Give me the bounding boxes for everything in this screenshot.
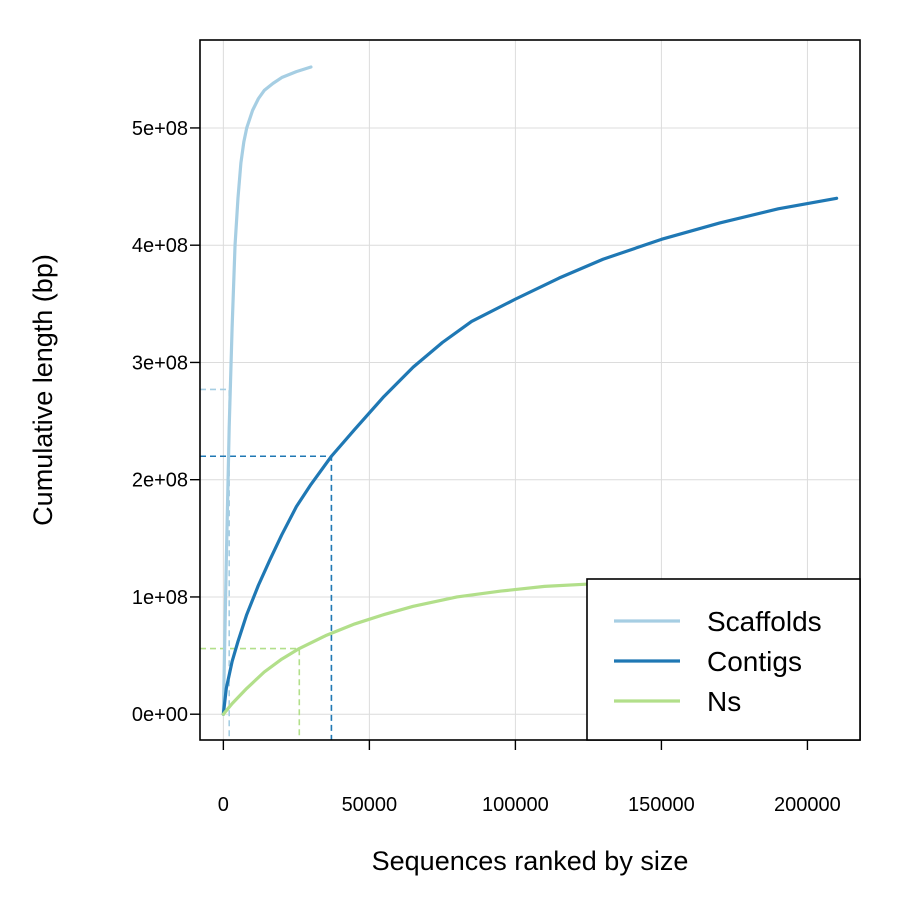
series-lines [221,65,839,716]
plot-frame [199,39,861,741]
x-tick-label-0: 0 [218,794,229,816]
legend-label-contigs: Contigs [707,646,802,677]
y-axis-title: Cumulative length (bp) [28,254,58,526]
scaffolds-n50-marker [200,388,231,740]
scaffolds-line [221,65,313,716]
grid [200,40,860,740]
x-tick-label-1: 50000 [342,794,398,816]
contigs-line [221,196,839,716]
ns-line [221,582,591,716]
y-tick-label-1: 1e+08 [132,587,188,609]
x-tick-label-4: 200000 [774,794,841,816]
y-tick-label-2: 2e+08 [132,470,188,492]
y-tick-label-3: 3e+08 [132,352,188,374]
y-tick-label-0: 0e+00 [132,704,188,726]
y-tick-label-5: 5e+08 [132,118,188,140]
x-axis-title: Sequences ranked by size [372,846,689,876]
ns-n50-marker [200,647,301,740]
x-tick-label-2: 100000 [482,794,549,816]
y-axis: 0e+00 1e+08 2e+08 3e+08 4e+08 5e+08 [132,118,200,726]
y-tick-label-4: 4e+08 [132,235,188,257]
x-axis: 0 50000 100000 150000 200000 [218,740,841,816]
legend-label-scaffolds: Scaffolds [707,606,822,637]
x-tick-label-3: 150000 [628,794,695,816]
legend: Scaffolds Contigs Ns [586,578,861,741]
legend-label-ns: Ns [707,686,741,717]
